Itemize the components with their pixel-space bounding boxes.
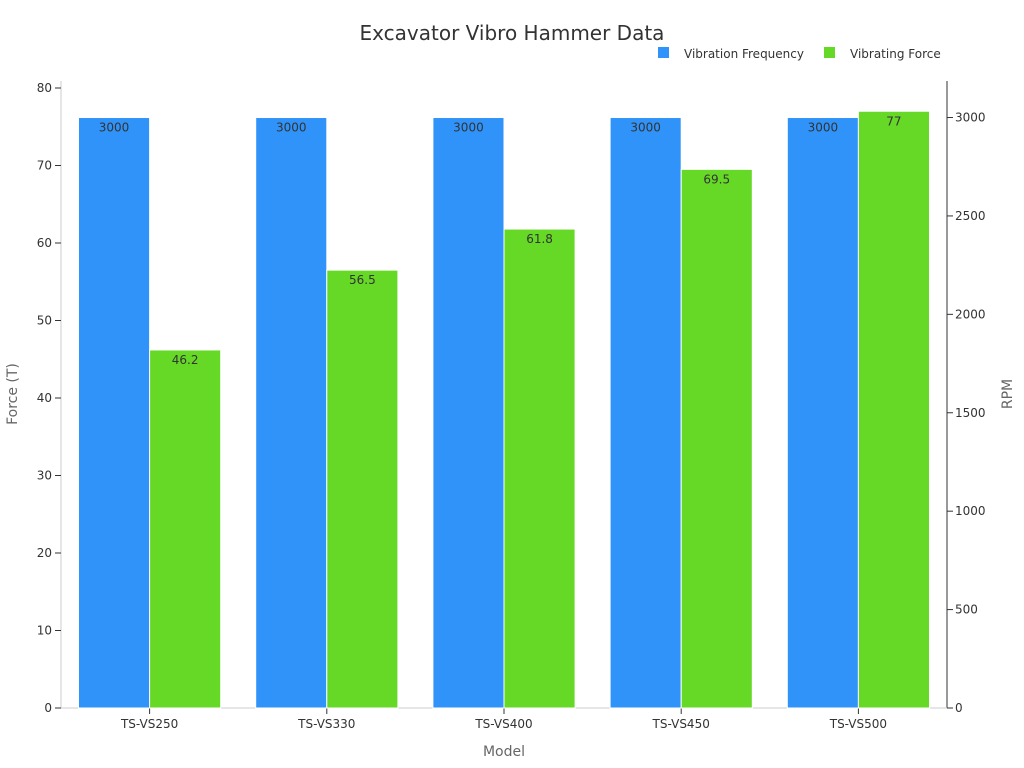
bar [857,110,931,709]
data-labels: 3000 46.2 3000 56.5 3000 61.8 3000 69.5 3000 77 [99,114,902,367]
bar [326,269,399,709]
bar [680,168,753,709]
legend-label: Vibration Frequency [684,47,804,61]
bar [149,349,222,709]
y-left-tick-label: 30 [37,469,52,483]
y-right-tick-label: 500 [955,603,978,617]
bar [432,117,505,709]
bars [78,110,931,709]
data-label: 46.2 [172,353,199,367]
y-right-tick-label: 1000 [955,504,986,518]
y-right-tick-label: 0 [955,701,963,715]
bar [503,228,576,709]
y-left-tick-label: 20 [37,546,52,560]
bar [786,117,859,709]
data-label: 69.5 [703,172,730,186]
x-tick-label: TS-VS500 [829,717,887,731]
data-label: 56.5 [349,273,376,287]
chart-title: Excavator Vibro Hammer Data [360,21,665,45]
y-axis-right-title: RPM [1000,379,1016,409]
bar [78,117,151,709]
data-label: 3000 [276,121,307,135]
axes: 0 10 20 30 40 50 60 70 80 0 500 1000 1500 2000 2500 300… [37,81,986,731]
bar [609,117,682,709]
y-left-tick-label: 70 [37,159,52,173]
data-label: 61.8 [526,232,553,246]
y-left-tick-label: 50 [37,314,52,328]
y-left-tick-label: 10 [37,624,52,638]
y-left-tick-label: 40 [37,391,52,405]
legend: Vibration Frequency Vibrating Force [658,47,941,61]
legend-swatch [824,47,835,58]
y-right-tick-label: 1500 [955,406,986,420]
y-right-tick-label: 2000 [955,307,986,321]
data-label: 3000 [630,121,661,135]
y-left-tick-label: 80 [37,81,52,95]
legend-label: Vibrating Force [850,47,941,61]
y-axis-left-title: Force (T) [5,363,21,425]
data-label: 77 [886,114,901,128]
x-tick-label: TS-VS400 [474,717,532,731]
legend-swatch [658,47,669,58]
x-axis-title: Model [483,744,525,760]
x-tick-label: TS-VS450 [652,717,710,731]
y-left-tick-label: 0 [44,701,52,715]
data-label: 3000 [99,121,130,135]
x-tick-label: TS-VS250 [120,717,178,731]
y-right-tick-label: 3000 [955,111,986,125]
bar [255,117,328,709]
data-label: 3000 [808,121,839,135]
data-label: 3000 [453,121,484,135]
y-left-tick-label: 60 [37,236,52,250]
x-tick-label: TS-VS330 [297,717,355,731]
y-right-tick-label: 2500 [955,209,986,223]
